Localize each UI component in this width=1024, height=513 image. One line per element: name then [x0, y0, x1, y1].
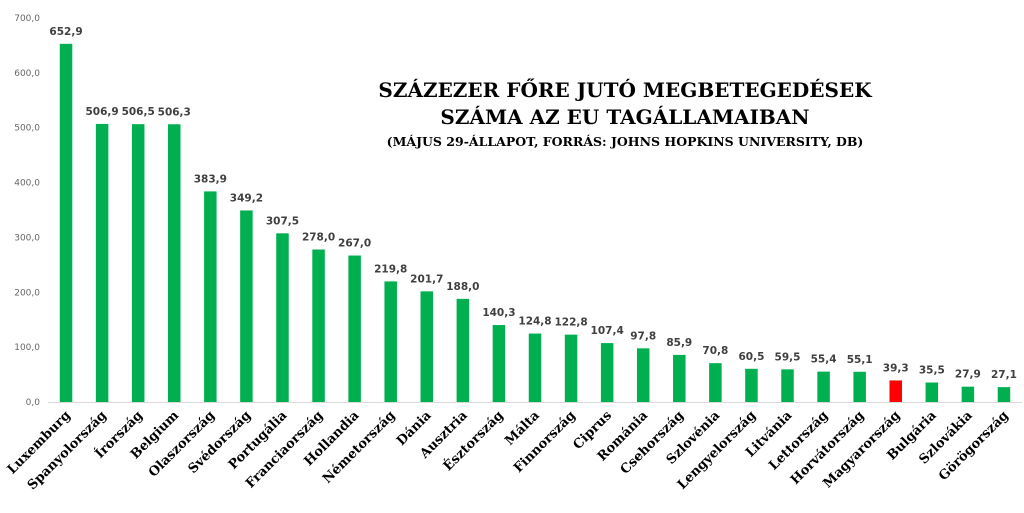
chart-subtitle: (MÁJUS 29-ÁLLAPOT, FORRÁS: JOHNS HOPKINS… — [387, 134, 864, 149]
y-tick-label: 300,0 — [14, 233, 40, 243]
data-label: 188,0 — [446, 281, 479, 293]
data-label: 383,9 — [194, 173, 227, 185]
data-label: 652,9 — [49, 26, 82, 38]
y-tick-label: 200,0 — [14, 288, 40, 298]
chart-title: SZÁZEZER FŐRE JUTÓ MEGBETEGEDÉSEK — [378, 77, 872, 102]
data-label: 506,3 — [158, 106, 191, 118]
y-tick-label: 100,0 — [14, 343, 40, 353]
data-label: 140,3 — [482, 307, 515, 319]
value-labels: 652,9 506,9 506,5 506,3 383,9349,2307,5278,0… — [49, 26, 1016, 381]
bar — [276, 233, 289, 402]
data-label: 122,8 — [554, 317, 587, 329]
data-label: 124,8 — [518, 316, 551, 328]
data-label: 55,1 — [847, 354, 873, 366]
bar — [384, 281, 397, 402]
data-label: 349,2 — [230, 192, 263, 204]
y-axis: 0,0 100,0 200,0 300,0 400,0 500,0 600,0 700,0 — [14, 14, 40, 408]
bar — [997, 387, 1011, 402]
y-tick-label: 600,0 — [14, 69, 40, 79]
bar — [709, 363, 722, 402]
bar — [240, 210, 253, 402]
bar — [420, 291, 434, 402]
y-tick-label: 0,0 — [26, 398, 41, 408]
bar — [961, 386, 975, 402]
bar — [673, 354, 686, 402]
bar — [456, 298, 470, 402]
bar — [853, 371, 866, 402]
bar — [312, 249, 325, 402]
bar — [348, 255, 361, 402]
data-label: 85,9 — [666, 337, 692, 349]
y-tick-label: 500,0 — [14, 124, 40, 134]
bar — [745, 368, 758, 402]
data-label: 97,8 — [630, 330, 656, 342]
bar — [600, 343, 614, 402]
bar — [204, 191, 217, 402]
data-label: 27,1 — [991, 369, 1017, 381]
bar — [564, 334, 578, 402]
bar — [131, 124, 145, 403]
bar — [59, 43, 73, 403]
data-label: 307,5 — [266, 215, 299, 227]
bar — [636, 348, 650, 402]
data-label: 506,9 — [86, 106, 119, 118]
x-axis: LuxemburgSpanyolországÍrországBelgiumOla… — [5, 402, 1022, 493]
data-label: 27,9 — [955, 369, 981, 381]
data-label: 60,5 — [738, 351, 764, 363]
bar — [889, 380, 902, 402]
bar — [781, 369, 794, 402]
data-label: 107,4 — [591, 325, 624, 337]
bar — [528, 333, 542, 402]
bar — [817, 371, 830, 402]
bar — [492, 325, 506, 402]
data-label: 35,5 — [919, 365, 945, 377]
data-label: 278,0 — [302, 231, 335, 243]
bars — [59, 43, 1011, 403]
data-label: 219,8 — [374, 263, 407, 275]
y-tick-label: 700,0 — [14, 14, 40, 24]
data-label: 201,7 — [410, 273, 443, 285]
chart-title-line2: SZÁMA AZ EU TAGÁLLAMAIBAN — [440, 105, 809, 129]
data-label: 59,5 — [775, 351, 801, 363]
y-tick-label: 400,0 — [14, 179, 40, 189]
bar — [95, 123, 109, 403]
data-label: 70,8 — [702, 345, 728, 357]
data-label: 506,5 — [122, 106, 155, 118]
bar — [925, 382, 939, 402]
data-label: 39,3 — [883, 362, 909, 374]
data-label: 55,4 — [811, 354, 837, 366]
data-label: 267,0 — [338, 238, 371, 250]
bar — [168, 124, 181, 402]
